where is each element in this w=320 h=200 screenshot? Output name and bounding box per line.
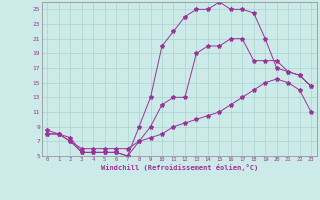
X-axis label: Windchill (Refroidissement éolien,°C): Windchill (Refroidissement éolien,°C) <box>100 164 258 171</box>
